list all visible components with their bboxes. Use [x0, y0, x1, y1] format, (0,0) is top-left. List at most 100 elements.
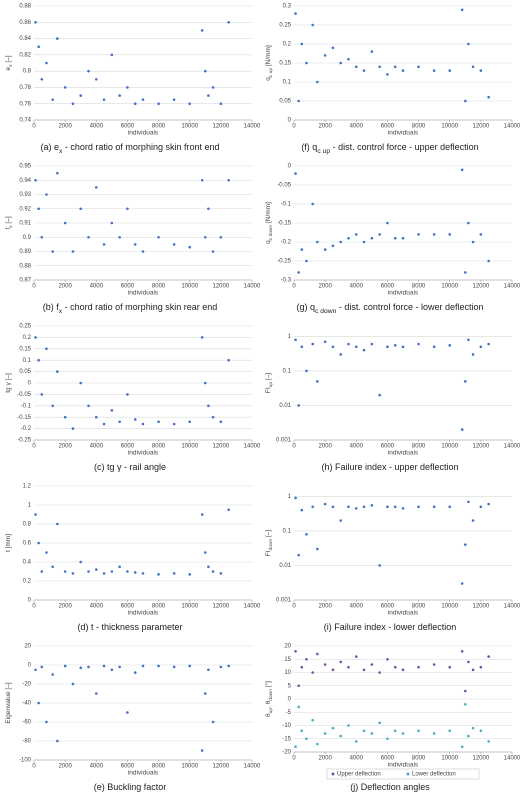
y-tick-label: 1.2	[23, 484, 32, 490]
point	[347, 505, 350, 509]
x-tick-label: 4000	[90, 604, 104, 610]
x-axis-label: individuals	[388, 450, 419, 457]
y-tick-label: 0.93	[19, 192, 31, 198]
point	[362, 240, 366, 244]
point	[362, 668, 366, 672]
y-tick-label: 0.78	[19, 85, 31, 91]
point	[157, 235, 160, 239]
legend-label: Lower deflection	[412, 772, 456, 778]
x-tick-label: 2000	[58, 764, 72, 770]
point	[386, 737, 389, 741]
point	[34, 178, 37, 182]
text-part: θ	[265, 713, 272, 717]
point	[141, 572, 145, 575]
point	[339, 519, 343, 522]
x-tick-label: 6000	[381, 604, 395, 610]
x-tick-label: 4000	[350, 604, 364, 610]
point	[386, 221, 389, 225]
legend-marker	[331, 772, 335, 776]
x-tick-label: 14000	[244, 764, 261, 770]
x-tick-label: 2000	[58, 444, 72, 450]
point	[347, 57, 350, 61]
point	[432, 345, 436, 349]
point	[393, 344, 397, 347]
y-tick-label: 0.87	[19, 278, 31, 284]
panel: 0.74 0.76 0.78 0.8 0.82 0.84 0.86 0.88 0 2000 4000…	[5, 4, 261, 156]
point	[207, 207, 210, 211]
y-tick-label: 0.76	[19, 101, 31, 107]
x-tick-label: 4000	[350, 124, 364, 130]
point	[34, 20, 37, 24]
text-part: (i) Failure index - lower deflection	[324, 622, 457, 632]
text-part: q	[265, 77, 272, 81]
point	[378, 65, 381, 69]
x-tick-label: 14000	[244, 444, 261, 450]
x-tick-label: 14000	[504, 604, 520, 610]
x-axis-label: individuals	[128, 130, 159, 137]
point	[393, 505, 397, 509]
point	[463, 99, 467, 103]
point	[448, 344, 452, 347]
point	[300, 42, 304, 46]
x-tick-label: 8000	[412, 284, 426, 290]
x-tick-label: 2000	[318, 444, 332, 450]
point	[133, 671, 137, 674]
point	[172, 572, 176, 575]
point	[227, 178, 230, 182]
y-tick-label: -20	[22, 682, 31, 688]
x-tick-label: 8000	[412, 756, 426, 762]
point	[339, 660, 343, 664]
text-part: (a) e	[41, 142, 60, 152]
point	[297, 99, 300, 103]
point	[339, 61, 343, 65]
text-part: - chord ratio of morphing skin front end	[62, 142, 219, 152]
x-tick-label: 14000	[244, 284, 261, 290]
point	[219, 665, 223, 669]
point	[79, 381, 83, 385]
point	[203, 381, 207, 385]
point	[323, 502, 327, 506]
point	[362, 348, 366, 352]
y-tick-label: 0.001	[276, 598, 292, 604]
x-tick-label: 8000	[152, 604, 166, 610]
y-tick-label: 15	[284, 657, 291, 663]
point	[110, 221, 114, 225]
text-part: q	[265, 240, 272, 244]
point	[102, 98, 106, 101]
point	[448, 665, 452, 669]
point	[347, 665, 350, 669]
y-tick-label: 0.05	[19, 369, 31, 375]
x-tick-label: 10000	[181, 444, 198, 450]
x-tick-label: 10000	[181, 284, 198, 290]
point	[463, 689, 467, 693]
x-tick-label: 10000	[441, 284, 458, 290]
point	[219, 572, 223, 575]
y-tick-label: 1	[288, 494, 292, 500]
point	[347, 342, 350, 346]
point	[331, 505, 335, 509]
x-tick-label: 4000	[90, 444, 104, 450]
x-tick-label: 10000	[181, 764, 198, 770]
y-tick-label: 0	[28, 381, 32, 387]
x-tick-label: 0	[32, 284, 36, 290]
point	[401, 732, 405, 735]
point	[417, 342, 420, 346]
point	[102, 422, 106, 426]
y-tick-label: 0.2	[23, 579, 32, 585]
point	[87, 235, 90, 239]
point	[79, 560, 83, 564]
panel: 0 0.2 0.4 0.6 0.8 1 1.2 0 2000 4000 6000 8000 10000 1…	[5, 484, 261, 633]
y-tick-label: 0.25	[19, 324, 31, 330]
point	[463, 380, 467, 383]
x-tick-label: 2000	[318, 284, 332, 290]
point	[331, 345, 335, 349]
x-tick-label: 12000	[473, 124, 490, 130]
x-tick-label: 2000	[58, 284, 72, 290]
caption: (f) qc up - dist. control force - upper …	[301, 142, 478, 155]
x-tick-label: 2000	[58, 124, 72, 130]
caption: (g) qc down - dist. control force - lowe…	[297, 302, 484, 315]
point	[219, 420, 223, 424]
point	[227, 664, 230, 668]
point	[63, 570, 67, 573]
point	[448, 505, 452, 509]
